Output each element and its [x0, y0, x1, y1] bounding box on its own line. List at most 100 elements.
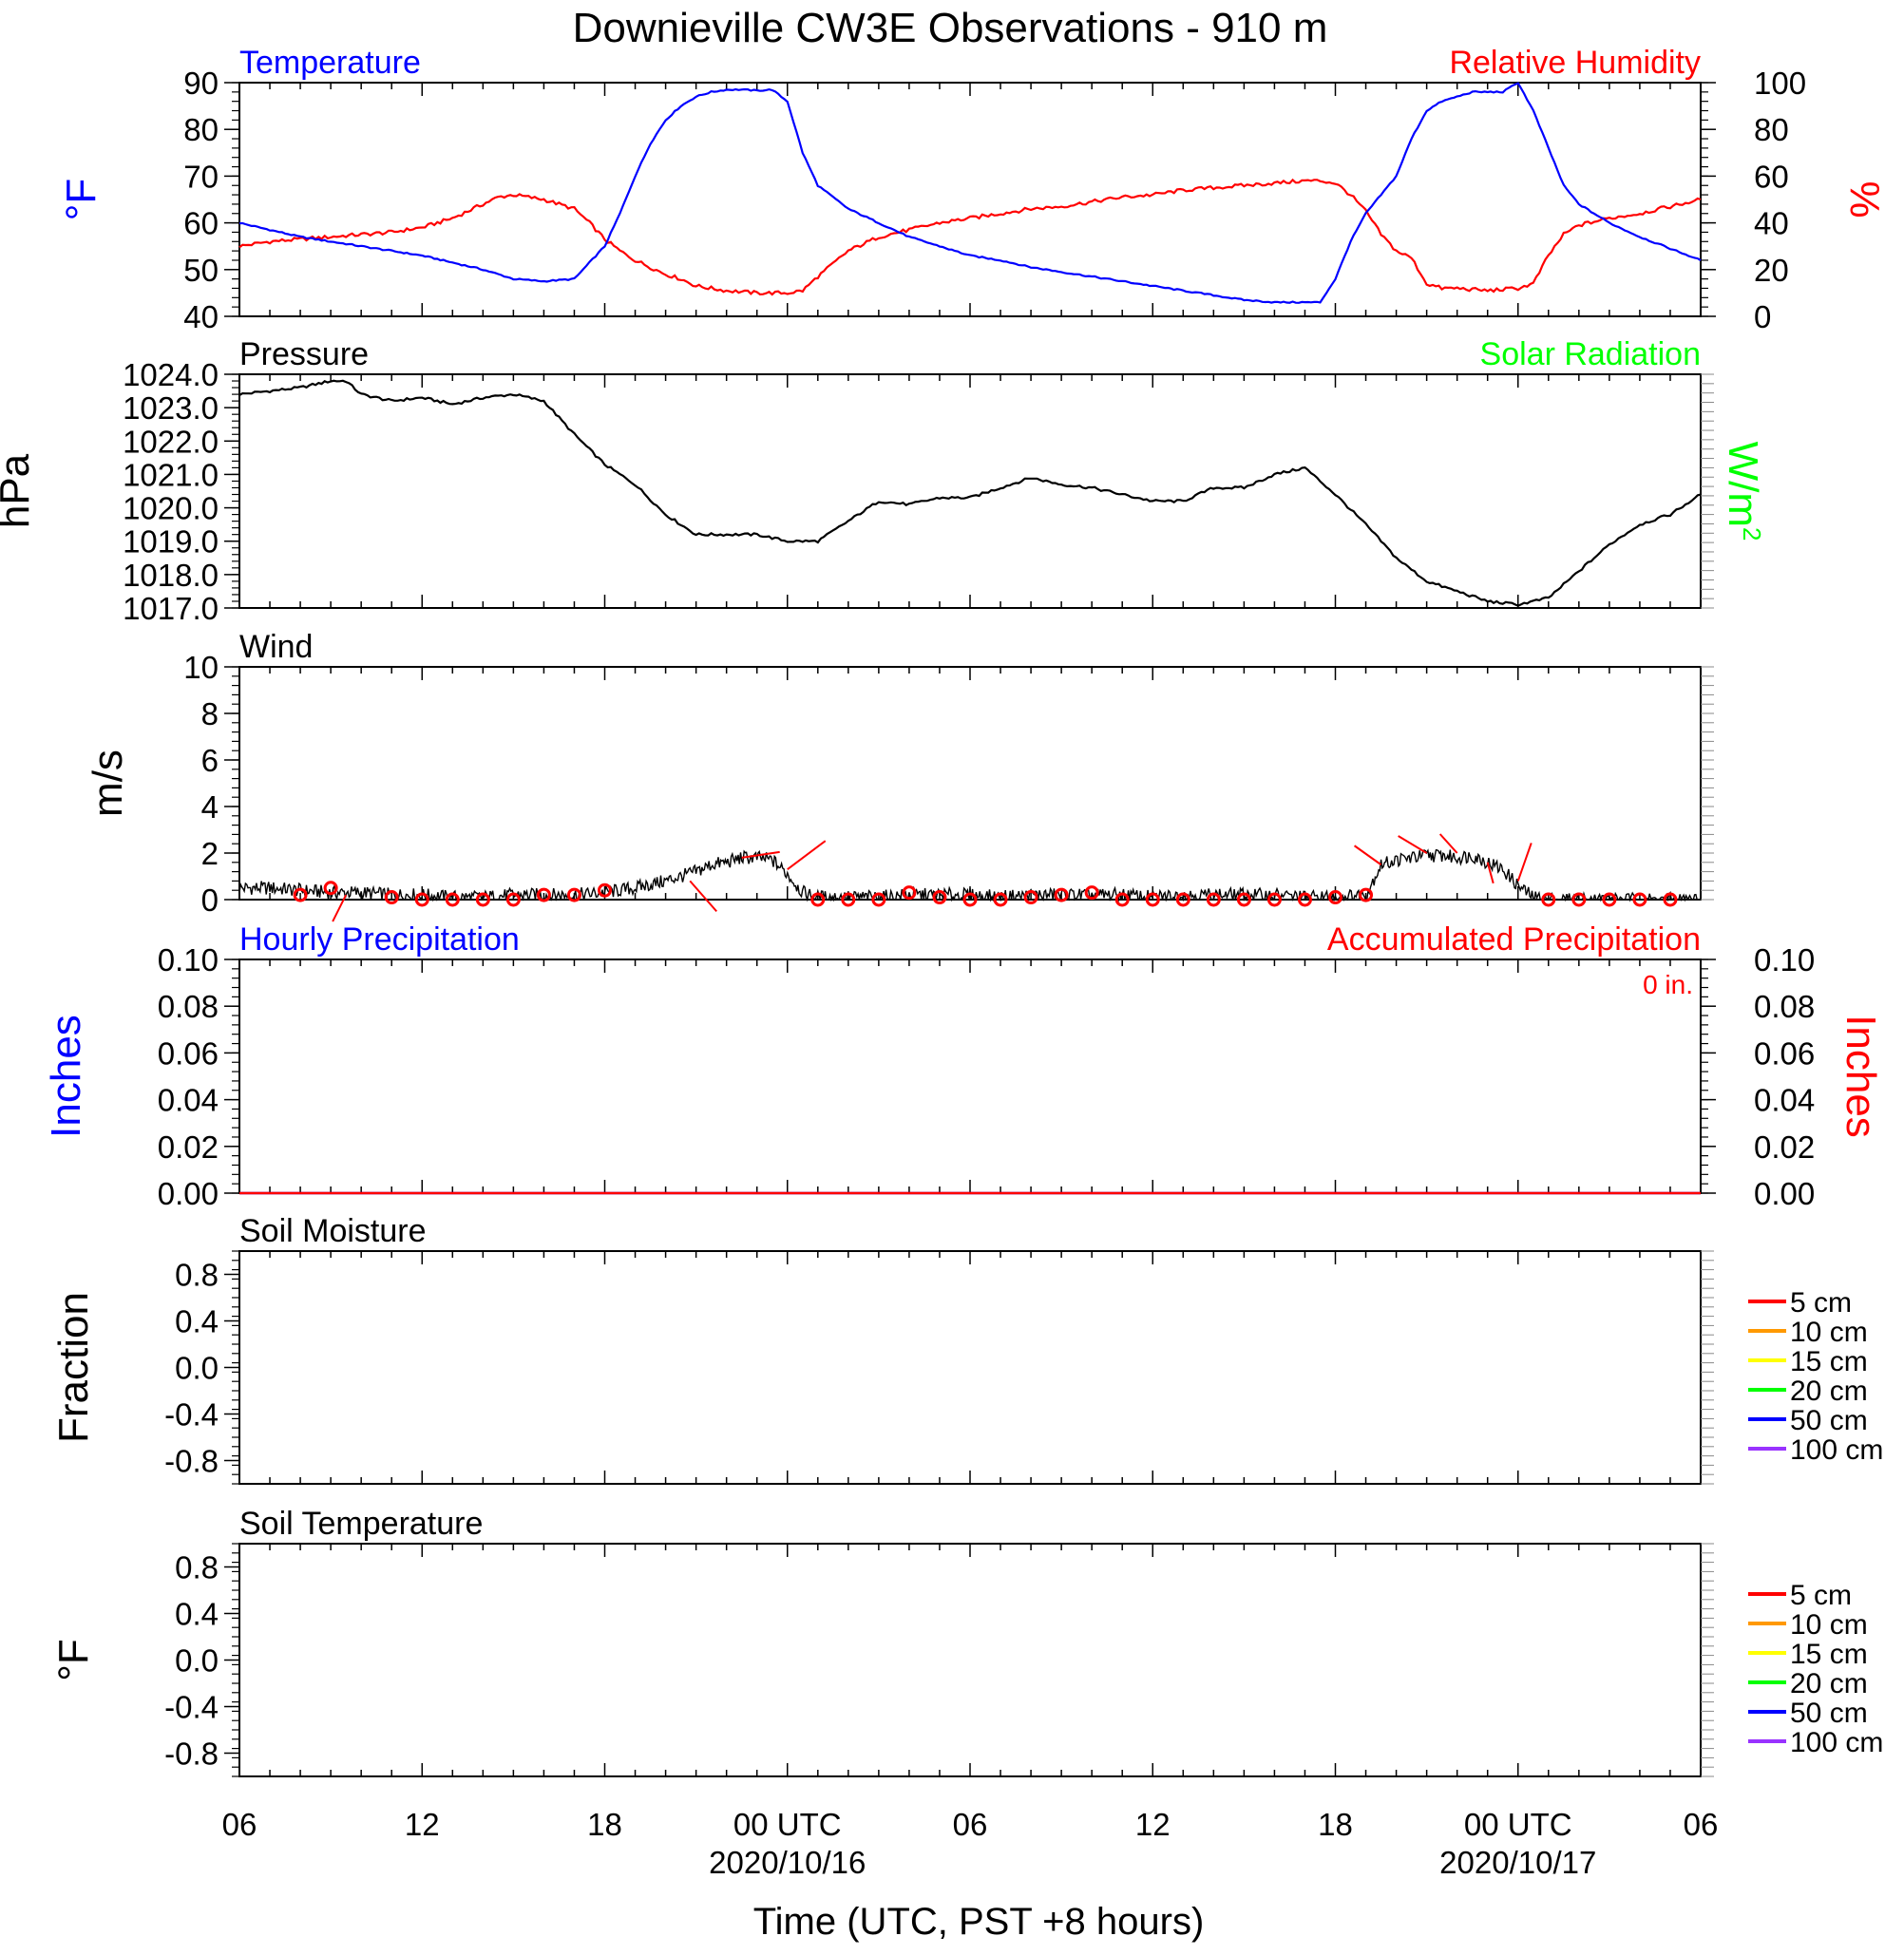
soil-temp-legend-label: 15 cm — [1790, 1639, 1868, 1670]
panel-pressure: 1017.01018.01019.01020.01021.01022.01023… — [0, 336, 1766, 626]
soil-temp-legend-label: 100 cm — [1790, 1727, 1883, 1758]
wind-barb-shaft — [1486, 862, 1495, 884]
x-axis-label: Time (UTC, PST +8 hours) — [753, 1901, 1205, 1943]
precip-title-right: Accumulated Precipitation — [1327, 921, 1701, 958]
precip-ytick-label-right: 0.02 — [1754, 1129, 1815, 1165]
wind-barb-marker — [1054, 887, 1069, 902]
soil-temp-legend-label: 5 cm — [1790, 1580, 1852, 1611]
wind-barb-marker — [1602, 892, 1617, 907]
precip-ytick-label-left: 0.06 — [158, 1035, 219, 1071]
precip-ytick-label-right: 0.10 — [1754, 942, 1815, 978]
x-tick-label: 18 — [1318, 1807, 1353, 1842]
temp-rh-frame — [238, 82, 1702, 317]
wind-barb-marker — [1541, 892, 1556, 907]
soil-moisture-legend-label: 15 cm — [1790, 1346, 1868, 1377]
wind-ytick-label-left: 2 — [201, 836, 219, 871]
panel-precip: 0.00 0.02 0.04 0.06 0.08 0.10 0.00 0.02 0.04 0.06… — [43, 921, 1884, 1211]
precip-ytick-label-left: 0.10 — [158, 942, 219, 978]
soil-moisture-legend-label: 100 cm — [1790, 1434, 1883, 1466]
soil-moisture-ytick-label-left: 0.4 — [175, 1304, 219, 1339]
precip-title-left: Hourly Precipitation — [239, 921, 520, 958]
wind-barb-marker — [505, 892, 521, 907]
pressure-ytick-label-left: 1017.0 — [123, 591, 219, 626]
panel-soil-moisture: -0.8 -0.4 0.0 0.4 0.8 Soil Moisture Fraction 5 … — [50, 1213, 1883, 1485]
precip-ytick-label-left: 0.04 — [158, 1083, 219, 1118]
x-tick-label: 00 UTC — [733, 1807, 842, 1842]
series-temperature — [238, 82, 1702, 304]
wind-title-left: Wind — [239, 629, 313, 665]
series-relative-humidity — [238, 178, 1702, 296]
soil-moisture-ytick-label-left: -0.4 — [164, 1397, 219, 1433]
precip-ylabel-right: Inches — [1837, 1015, 1884, 1138]
wind-barb-marker — [1297, 892, 1312, 907]
precip-ytick-label-right: 0.06 — [1754, 1035, 1815, 1071]
precip-annotation: 0 in. — [1643, 970, 1693, 999]
panel-temp-rh: 40 50 60 70 80 90 0 20 40 60 80 100 Temperature Relat… — [58, 45, 1888, 334]
pressure-ytick-label-left: 1023.0 — [123, 390, 219, 426]
series-pressure — [238, 379, 1702, 607]
pressure-frame — [238, 373, 1702, 609]
precip-ytick-label-right: 0.00 — [1754, 1176, 1815, 1211]
soil-moisture-ylabel-left: Fraction — [50, 1292, 97, 1443]
wind-barb-marker — [810, 892, 826, 907]
pressure-title-right: Solar Radiation — [1480, 336, 1701, 372]
soil-moisture-ytick-label-left: 0.8 — [175, 1258, 219, 1293]
temp-rh-ytick-label-left: 90 — [183, 66, 219, 101]
soil-moisture-ytick-label-left: 0.0 — [175, 1351, 219, 1386]
chart-title: Downieville CW3E Observations - 910 m — [573, 5, 1328, 51]
pressure-ytick-label-left: 1021.0 — [123, 457, 219, 492]
temp-rh-title-right: Relative Humidity — [1449, 45, 1701, 81]
temp-rh-ytick-label-right: 40 — [1754, 206, 1789, 241]
soil-temp-ylabel-left: °F — [50, 1639, 97, 1680]
temp-rh-ytick-label-right: 0 — [1754, 299, 1771, 334]
wind-barb-marker — [1663, 892, 1678, 907]
soil-temp-ytick-label-left: 0.4 — [175, 1597, 219, 1632]
temp-rh-ytick-label-left: 60 — [183, 206, 219, 241]
wind-barb-shaft — [741, 850, 780, 859]
temp-rh-ylabel-left: °F — [58, 179, 105, 220]
wind-ytick-label-left: 0 — [201, 883, 219, 918]
temp-rh-ytick-label-left: 80 — [183, 112, 219, 147]
soil-temp-frame — [238, 1543, 1702, 1777]
wind-barb-marker — [445, 892, 460, 907]
temp-rh-ytick-label-right: 20 — [1754, 253, 1789, 288]
x-tick-date: 2020/10/17 — [1439, 1845, 1596, 1880]
soil-moisture-ytick-label-left: -0.8 — [164, 1444, 219, 1479]
wind-barb-marker — [1632, 892, 1647, 907]
wind-barb-marker — [1236, 892, 1251, 907]
x-tick-label: 00 UTC — [1464, 1807, 1572, 1842]
wind-barb-marker — [536, 887, 551, 902]
wind-barb-marker — [323, 881, 338, 896]
soil-moisture-legend-label: 10 cm — [1790, 1317, 1868, 1348]
wind-barb-marker — [1328, 890, 1342, 905]
temp-rh-ylabel-right: % — [1841, 180, 1888, 218]
soil-temp-ytick-label-left: -0.8 — [164, 1737, 219, 1772]
pressure-ylabel-sup: 2 — [1738, 527, 1766, 541]
wind-barb-shaft — [689, 880, 717, 913]
soil-temp-legend-label: 50 cm — [1790, 1698, 1868, 1729]
pressure-ytick-label-left: 1019.0 — [123, 524, 219, 560]
precip-ytick-label-right: 0.04 — [1754, 1083, 1815, 1118]
wind-barb-shaft — [332, 894, 348, 922]
temp-rh-ytick-label-left: 50 — [183, 253, 219, 288]
wind-barb-marker — [1206, 892, 1221, 907]
pressure-ytick-label-left: 1022.0 — [123, 424, 219, 459]
wind-ytick-label-left: 8 — [201, 696, 219, 731]
x-tick-label: 18 — [587, 1807, 622, 1842]
wind-barb-shaft — [1398, 835, 1428, 854]
wind-barb-shaft — [1438, 833, 1458, 854]
panel-wind: 0 2 4 6 8 10 Wind m/s — [85, 629, 1714, 922]
precip-ytick-label-right: 0.08 — [1754, 989, 1815, 1024]
series-wind — [238, 848, 1701, 902]
precip-ytick-label-left: 0.08 — [158, 989, 219, 1024]
pressure-ylabel-left: hPa — [0, 453, 38, 528]
x-tick-label: 12 — [405, 1807, 440, 1842]
wind-barb-marker — [384, 890, 399, 905]
wind-barb-marker — [1084, 885, 1099, 901]
pressure-title-left: Pressure — [239, 336, 369, 372]
precip-ytick-label-left: 0.00 — [158, 1176, 219, 1211]
wind-barb-marker — [1175, 892, 1190, 907]
wind-barb-marker — [993, 892, 1008, 907]
